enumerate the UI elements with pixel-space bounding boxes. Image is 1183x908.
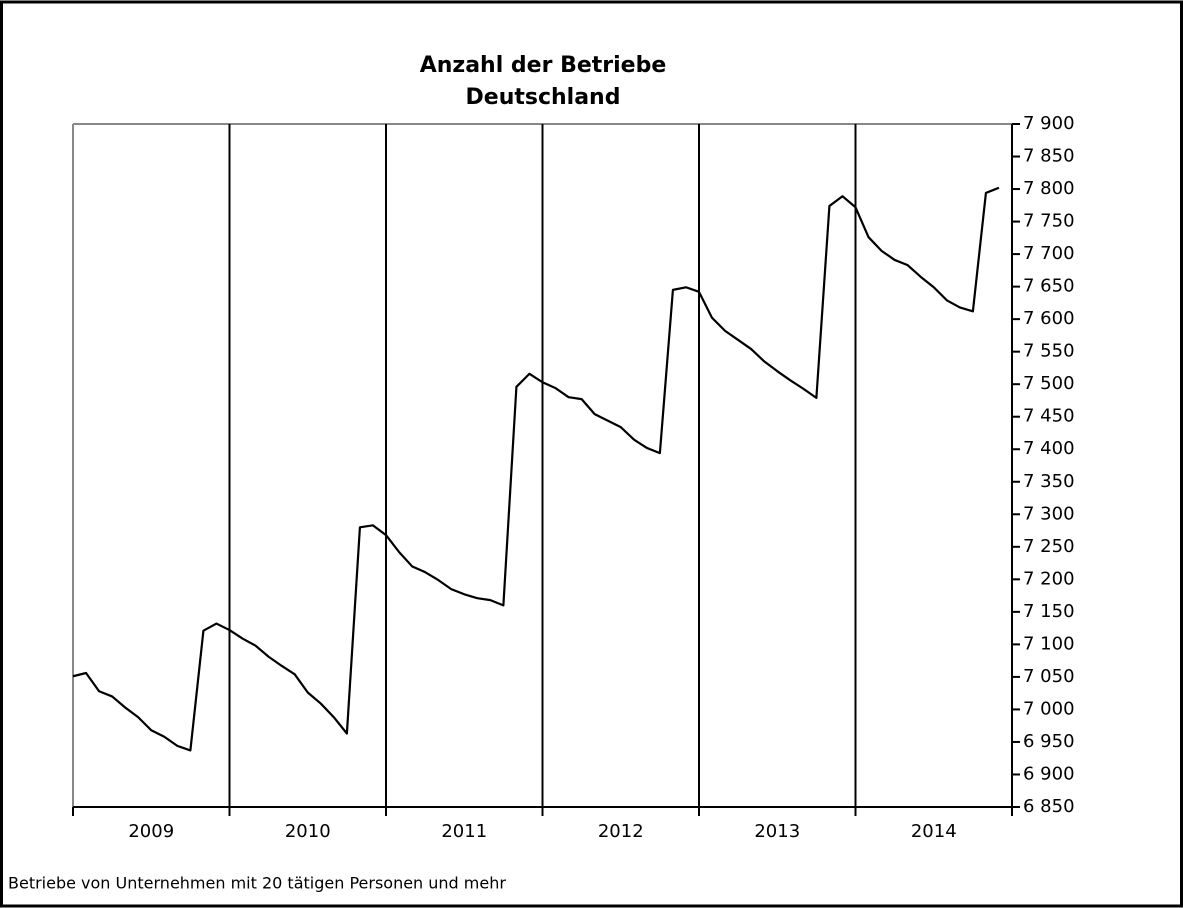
- y-tick-label: 7 350: [1023, 471, 1075, 492]
- footnote: Betriebe von Unternehmen mit 20 tätigen …: [8, 874, 506, 893]
- x-tick-label: 2010: [285, 821, 331, 842]
- y-tick-label: 7 600: [1023, 308, 1075, 329]
- y-tick-label: 7 250: [1023, 536, 1075, 557]
- y-tick-label: 6 850: [1023, 796, 1075, 817]
- y-tick-label: 7 050: [1023, 666, 1075, 687]
- y-tick-label: 7 750: [1023, 211, 1075, 232]
- chart-title: Anzahl der Betriebe: [420, 53, 667, 78]
- y-tick-label: 6 950: [1023, 731, 1075, 752]
- y-tick-label: 7 850: [1023, 146, 1075, 167]
- x-tick-label: 2009: [128, 821, 174, 842]
- y-tick-label: 7 450: [1023, 406, 1075, 427]
- chart-subtitle: Deutschland: [466, 85, 621, 110]
- x-tick-label: 2013: [754, 821, 800, 842]
- data-line: [72, 186, 1000, 752]
- x-tick-label: 2011: [441, 821, 487, 842]
- y-tick-label: 7 000: [1023, 698, 1075, 719]
- y-tick-label: 7 400: [1023, 438, 1075, 459]
- x-tick-label: 2014: [911, 821, 957, 842]
- y-tick-label: 7 500: [1023, 373, 1075, 394]
- y-tick-label: 7 200: [1023, 568, 1075, 589]
- y-tick-label: 7 800: [1023, 178, 1075, 199]
- y-tick-label: 7 700: [1023, 243, 1075, 264]
- y-tick-label: 7 900: [1023, 113, 1075, 134]
- y-tick-label: 7 300: [1023, 503, 1075, 524]
- y-tick-label: 7 150: [1023, 601, 1075, 622]
- y-tick-label: 7 100: [1023, 633, 1075, 654]
- y-tick-label: 6 900: [1023, 763, 1075, 784]
- y-tick-label: 7 650: [1023, 276, 1075, 297]
- y-tick-label: 7 550: [1023, 341, 1075, 362]
- x-tick-label: 2012: [598, 821, 644, 842]
